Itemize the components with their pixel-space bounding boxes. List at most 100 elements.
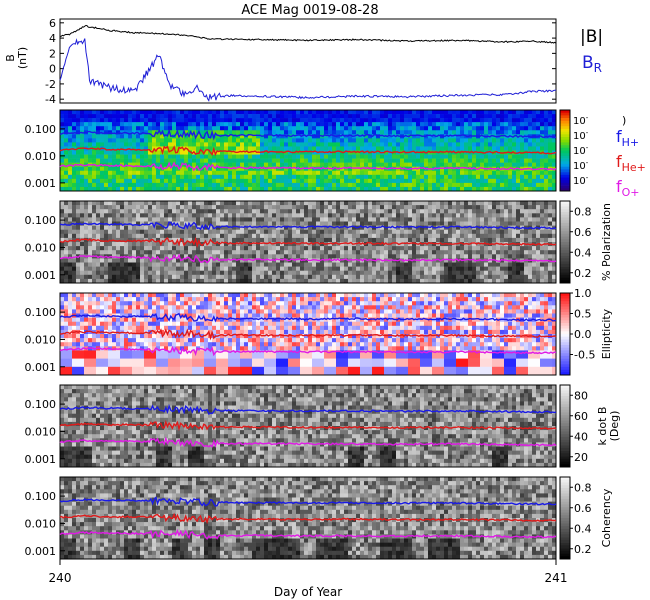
heatmap-cell <box>396 237 401 243</box>
heatmap-cell <box>80 186 85 192</box>
heatmap-cell <box>296 110 301 115</box>
heatmap-cell <box>116 237 121 243</box>
heatmap-cell <box>268 182 273 188</box>
heatmap-cell <box>380 126 385 131</box>
heatmap-cell <box>404 242 409 247</box>
heatmap-cell <box>296 170 301 176</box>
heatmap-cell <box>436 262 441 267</box>
heatmap-cell <box>76 266 81 271</box>
heatmap-cell <box>512 154 517 159</box>
heatmap-cell <box>396 246 401 251</box>
heatmap-cell <box>356 237 361 243</box>
heatmap-cell <box>428 262 433 267</box>
heatmap-cell <box>340 205 345 210</box>
heatmap-cell <box>400 162 405 167</box>
heatmap-cell <box>304 150 309 155</box>
heatmap-cell <box>60 118 65 123</box>
heatmap-cell <box>500 201 505 206</box>
heatmap-cell <box>496 250 501 255</box>
heatmap-cell <box>388 246 393 251</box>
heatmap-cell <box>328 178 333 184</box>
heatmap-cell <box>220 186 225 192</box>
heatmap-cell <box>520 209 525 214</box>
heatmap-cell <box>468 270 473 276</box>
heatmap-cell <box>368 262 373 267</box>
heatmap-cell <box>244 242 249 247</box>
heatmap-cell <box>332 126 337 131</box>
heatmap-cell <box>316 217 321 222</box>
heatmap-cell <box>372 158 377 163</box>
heatmap-cell <box>436 130 441 135</box>
heatmap-cell <box>208 122 213 127</box>
heatmap-cell <box>452 221 457 226</box>
heatmap-cell <box>248 225 253 230</box>
heatmap-cell <box>552 142 557 147</box>
heatmap-cell <box>372 118 377 123</box>
heatmap-cell <box>228 114 233 119</box>
heatmap-cell <box>540 158 545 163</box>
heatmap-cell <box>428 246 433 251</box>
heatmap-cell <box>88 142 93 147</box>
heatmap-cell <box>84 246 89 251</box>
heatmap-cell <box>336 150 341 155</box>
heatmap-cell <box>192 205 197 210</box>
heatmap-cell <box>360 274 365 280</box>
heatmap-cell <box>244 138 249 143</box>
heatmap-cell <box>256 182 261 188</box>
heatmap-cell <box>324 158 329 163</box>
heatmap-cell <box>436 174 441 180</box>
heatmap-cell <box>184 274 189 280</box>
heatmap-cell <box>500 186 505 192</box>
heatmap-cell <box>168 114 173 119</box>
heatmap-cell <box>448 262 453 267</box>
heatmap-cell <box>80 209 85 214</box>
heatmap-cell <box>212 158 217 163</box>
heatmap-cell <box>212 182 217 188</box>
heatmap-cell <box>420 237 425 243</box>
heatmap-cell <box>332 162 337 167</box>
heatmap-cell <box>256 233 261 239</box>
heatmap-cell <box>256 246 261 251</box>
heatmap-cell <box>228 225 233 230</box>
colorbar-step <box>560 164 570 167</box>
heatmap-cell <box>248 110 253 115</box>
heatmap-cell <box>344 134 349 139</box>
heatmap-cell <box>464 270 469 276</box>
heatmap-cell <box>312 250 317 255</box>
heatmap-cell <box>504 170 509 176</box>
heatmap-cell <box>364 254 369 259</box>
heatmap-cell <box>148 150 153 155</box>
heatmap-cell <box>396 221 401 226</box>
heatmap-cell <box>544 205 549 210</box>
heatmap-cell <box>500 118 505 123</box>
heatmap-cell <box>152 221 157 226</box>
heatmap-cell <box>412 270 417 276</box>
heatmap-cell <box>256 237 261 243</box>
heatmap-cell <box>140 217 145 222</box>
heatmap-cell <box>364 225 369 230</box>
heatmap-cell <box>292 246 297 251</box>
heatmap-cell <box>180 174 185 180</box>
heatmap-cell <box>148 154 153 159</box>
heatmap-cell <box>292 154 297 159</box>
heatmap-cell <box>60 146 65 151</box>
heatmap-cell <box>100 138 105 143</box>
heatmap-cell <box>300 262 305 267</box>
heatmap-cell <box>468 114 473 119</box>
heatmap-cell <box>128 182 133 188</box>
heatmap-cell <box>132 262 137 267</box>
heatmap-cell <box>468 142 473 147</box>
heatmap-cell <box>424 237 429 243</box>
heatmap-cell <box>452 278 457 284</box>
heatmap-cell <box>200 258 205 263</box>
figure-title: ACE Mag 0019-08-28 <box>241 3 378 18</box>
heatmap-cell <box>196 162 201 167</box>
heatmap-cell <box>68 186 73 192</box>
heatmap-cell <box>396 213 401 218</box>
heatmap-cell <box>512 158 517 163</box>
heatmap-cell <box>496 138 501 143</box>
heatmap-cell <box>476 158 481 163</box>
heatmap-cell <box>300 237 305 243</box>
heatmap-cell <box>308 274 313 280</box>
heatmap-cell <box>76 166 81 172</box>
